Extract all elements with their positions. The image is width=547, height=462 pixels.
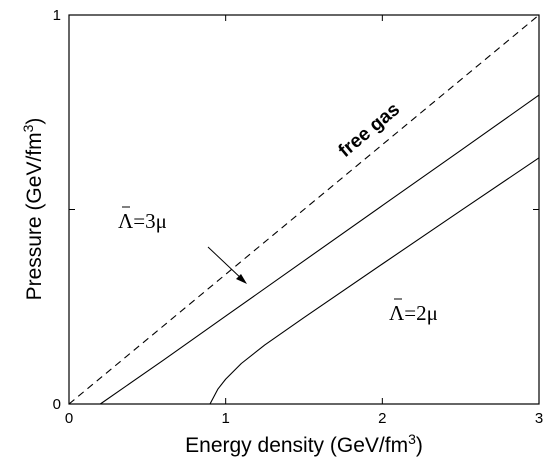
series-group [68,14,540,405]
lambda-2mu-text: Λ=2μ [389,301,438,325]
lambda-3mu-arrow [207,246,247,284]
x-tick-label-2: 2 [378,410,386,427]
y-tick-label-2: 1 [53,7,61,24]
y-tick-label-0: 0 [53,396,61,413]
series-line-2 [209,157,540,405]
tick-labels: 0 1 2 3 0 1 [53,7,544,427]
lambda-2mu-label: Λ=2μ [389,298,438,325]
free-gas-label: free gas [335,99,404,162]
plot-area: 0 1 2 3 0 1 [53,7,544,427]
lambda-3mu-text: Λ=3μ [118,209,167,233]
x-tick-label-1: 1 [221,410,229,427]
ticks [68,14,540,405]
x-tick-label-0: 0 [65,410,73,427]
x-tick-label-3: 3 [535,410,543,427]
x-axis-title: Energy density (GeV/fm3) [185,431,423,457]
series-line-0 [68,14,540,405]
lambda-3mu-label: Λ=3μ [118,206,167,233]
series-line-1 [99,94,540,405]
y-axis-title: Pressure (GeV/fm3) [20,118,46,301]
